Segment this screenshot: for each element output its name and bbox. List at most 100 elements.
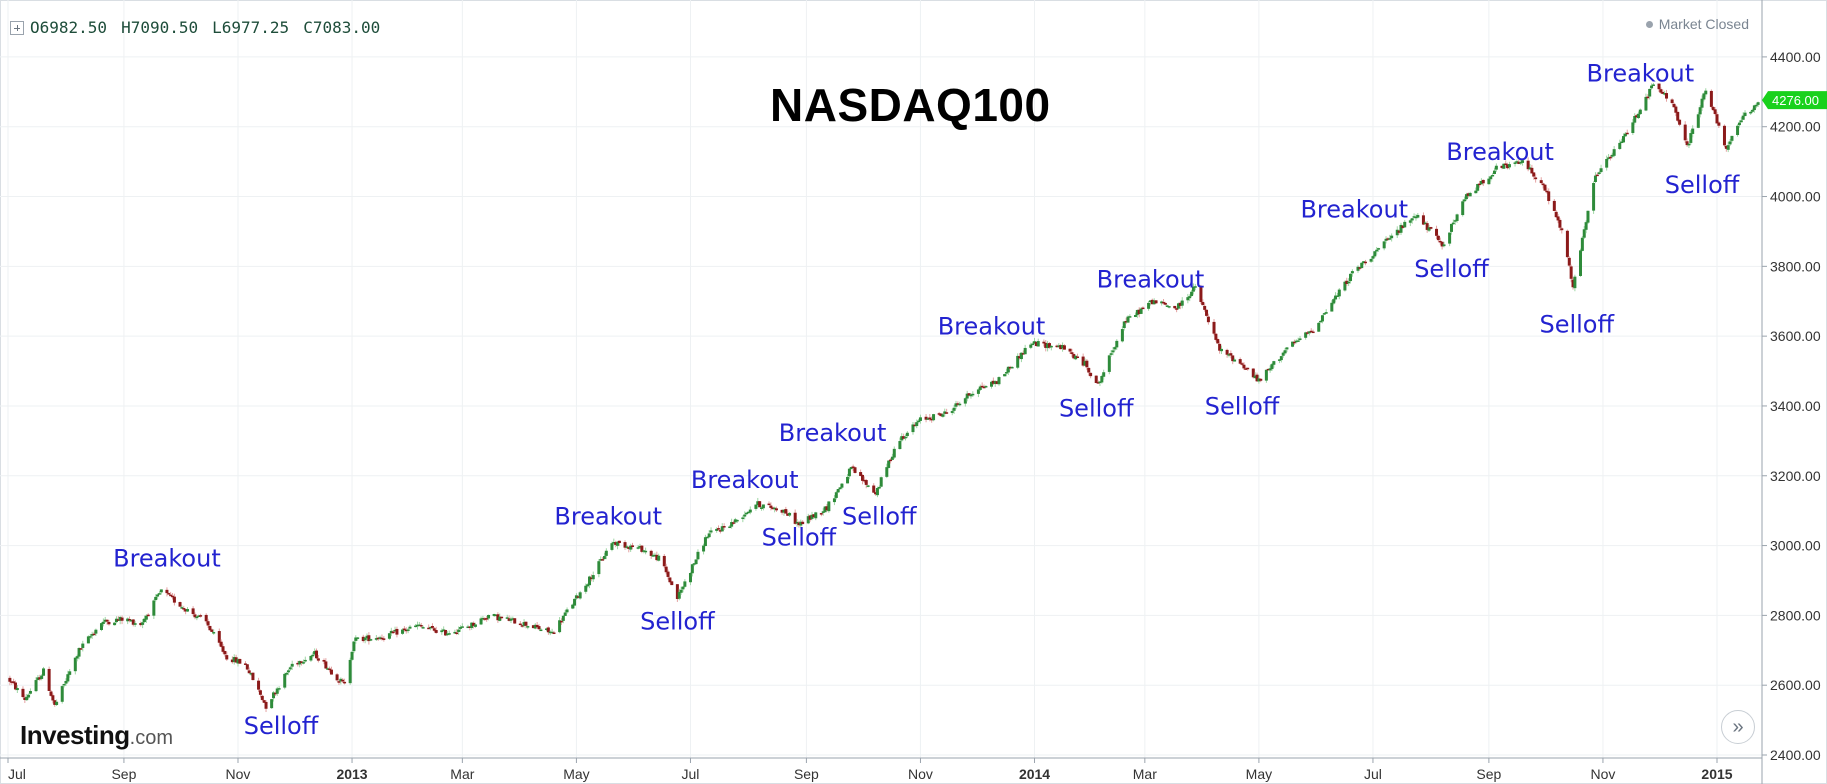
candle-up bbox=[688, 573, 692, 583]
price-axis[interactable]: 2400.00 2600.00 2800.00 3000.00 3200.00 3400.… bbox=[1761, 0, 1827, 784]
candle-up bbox=[77, 648, 81, 657]
candle-up bbox=[1279, 356, 1283, 361]
candle-up bbox=[597, 561, 601, 575]
candle-down bbox=[1717, 122, 1721, 126]
candle-down bbox=[1481, 179, 1485, 184]
candle-down bbox=[717, 528, 721, 530]
candle-up bbox=[309, 655, 313, 661]
candle-up bbox=[101, 621, 105, 624]
candle-up bbox=[442, 629, 446, 631]
candle-down bbox=[1096, 382, 1100, 384]
candle-up bbox=[773, 507, 777, 510]
candle-down bbox=[537, 626, 541, 630]
candle-up bbox=[1373, 251, 1377, 257]
y-tick-label: 3000.00 bbox=[1770, 538, 1821, 554]
candle-up bbox=[1219, 348, 1223, 352]
candle-up bbox=[1360, 262, 1364, 269]
candle-up bbox=[1188, 296, 1192, 299]
candle-up bbox=[1334, 295, 1338, 300]
candle-up bbox=[1704, 90, 1708, 95]
candle-up bbox=[1074, 355, 1078, 360]
candle-down bbox=[601, 559, 605, 561]
candle-up bbox=[1463, 199, 1467, 202]
candle-up bbox=[1036, 341, 1040, 347]
candle-down bbox=[391, 631, 395, 634]
candle-up bbox=[1754, 104, 1758, 107]
candle-down bbox=[1306, 332, 1310, 334]
candle-up bbox=[1592, 182, 1596, 211]
breakout-label: Breakout bbox=[554, 503, 662, 531]
candle-down bbox=[376, 637, 380, 640]
candle-up bbox=[141, 622, 145, 625]
candle-down bbox=[1715, 114, 1719, 124]
candle-down bbox=[1218, 343, 1222, 351]
candle-up bbox=[1492, 170, 1496, 174]
candle-down bbox=[1246, 367, 1250, 370]
candle-up bbox=[352, 641, 356, 652]
candle-up bbox=[1152, 300, 1156, 305]
candle-up bbox=[1491, 174, 1495, 177]
candle-up bbox=[1696, 114, 1700, 128]
candle-down bbox=[128, 619, 132, 621]
candle-down bbox=[1567, 257, 1571, 266]
candle-up bbox=[1623, 133, 1627, 137]
candle-up bbox=[1023, 347, 1027, 355]
candle-up bbox=[466, 626, 470, 629]
expand-icon[interactable] bbox=[10, 20, 24, 35]
candle-up bbox=[1633, 115, 1637, 123]
candle-up bbox=[690, 564, 694, 574]
candle-up bbox=[356, 637, 360, 639]
candle-up bbox=[993, 381, 997, 385]
candle-down bbox=[47, 668, 51, 691]
candle-up bbox=[40, 675, 44, 679]
candle-up bbox=[66, 674, 70, 682]
candle-down bbox=[1229, 353, 1233, 356]
candle-up bbox=[103, 619, 107, 622]
candle-up bbox=[1133, 315, 1137, 317]
candle-down bbox=[1244, 368, 1248, 370]
candle-up bbox=[642, 550, 646, 552]
candle-up bbox=[1464, 194, 1468, 200]
candle-up bbox=[1126, 316, 1130, 323]
candle-down bbox=[1199, 286, 1203, 302]
candle-up bbox=[28, 690, 32, 694]
candle-up bbox=[1739, 120, 1743, 123]
candle-up bbox=[1281, 352, 1285, 356]
candle-up bbox=[1148, 300, 1152, 303]
candle-up bbox=[1519, 162, 1523, 164]
x-tick-label: Nov bbox=[908, 766, 933, 782]
candle-down bbox=[1438, 240, 1442, 243]
candle-down bbox=[1517, 161, 1521, 164]
candle-up bbox=[1618, 142, 1622, 149]
scroll-right-button[interactable]: » bbox=[1721, 710, 1755, 744]
candle-down bbox=[500, 616, 504, 619]
candle-up bbox=[25, 696, 29, 701]
candle-down bbox=[1504, 163, 1508, 165]
candle-down bbox=[171, 595, 175, 598]
candle-down bbox=[199, 615, 203, 617]
candle-up bbox=[348, 659, 352, 684]
candle-down bbox=[329, 669, 333, 675]
candle-up bbox=[612, 541, 616, 544]
candle-down bbox=[13, 682, 17, 690]
candle-up bbox=[1061, 345, 1065, 349]
candle-up bbox=[705, 536, 709, 539]
candle-down bbox=[1018, 356, 1022, 359]
candle-up bbox=[1451, 222, 1455, 225]
candle-up bbox=[539, 629, 543, 632]
last-price-tag bbox=[1762, 91, 1827, 110]
time-axis[interactable]: Jul Sep Nov 2013 Mar May Jul Sep Nov 2014 Mar May Ju… bbox=[0, 757, 1762, 782]
last-price-label: 4276.00 bbox=[1772, 93, 1819, 108]
x-tick-label: Jul bbox=[682, 766, 700, 782]
candle-up bbox=[561, 615, 565, 621]
candle-up bbox=[707, 533, 711, 538]
candle-up bbox=[129, 620, 133, 622]
breakout-label: Breakout bbox=[1097, 265, 1205, 293]
candle-up bbox=[387, 633, 391, 639]
candle-down bbox=[902, 436, 906, 439]
x-tick-label: Sep bbox=[794, 766, 819, 782]
candle-up bbox=[941, 414, 945, 417]
x-tick-label: 2015 bbox=[1701, 766, 1732, 782]
